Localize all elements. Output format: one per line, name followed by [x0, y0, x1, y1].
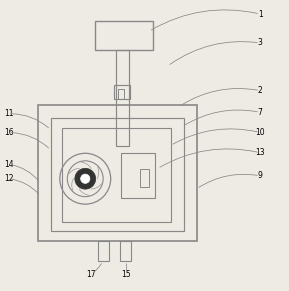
Text: 7: 7 [258, 108, 262, 117]
Bar [98, 241, 109, 261]
Text: 12: 12 [4, 174, 13, 183]
Bar [116, 50, 129, 146]
Text: 15: 15 [121, 269, 131, 278]
Text: 16: 16 [4, 128, 14, 137]
Text: 13: 13 [255, 148, 265, 157]
Text: 17: 17 [86, 269, 96, 278]
Circle shape [81, 174, 90, 183]
Text: 9: 9 [258, 171, 262, 180]
Bar [95, 21, 153, 50]
Bar [120, 241, 131, 261]
Text: 11: 11 [4, 109, 13, 118]
Bar [140, 168, 149, 187]
Bar [51, 118, 184, 231]
Text: 2: 2 [258, 86, 262, 95]
Text: 14: 14 [4, 160, 14, 169]
Text: 3: 3 [258, 38, 262, 47]
Bar [121, 153, 155, 198]
Text: 1: 1 [258, 10, 262, 19]
Bar [118, 89, 124, 99]
Text: 10: 10 [255, 128, 265, 137]
Bar [38, 105, 197, 241]
Bar [114, 85, 130, 99]
Circle shape [75, 168, 96, 189]
Bar [62, 128, 171, 222]
